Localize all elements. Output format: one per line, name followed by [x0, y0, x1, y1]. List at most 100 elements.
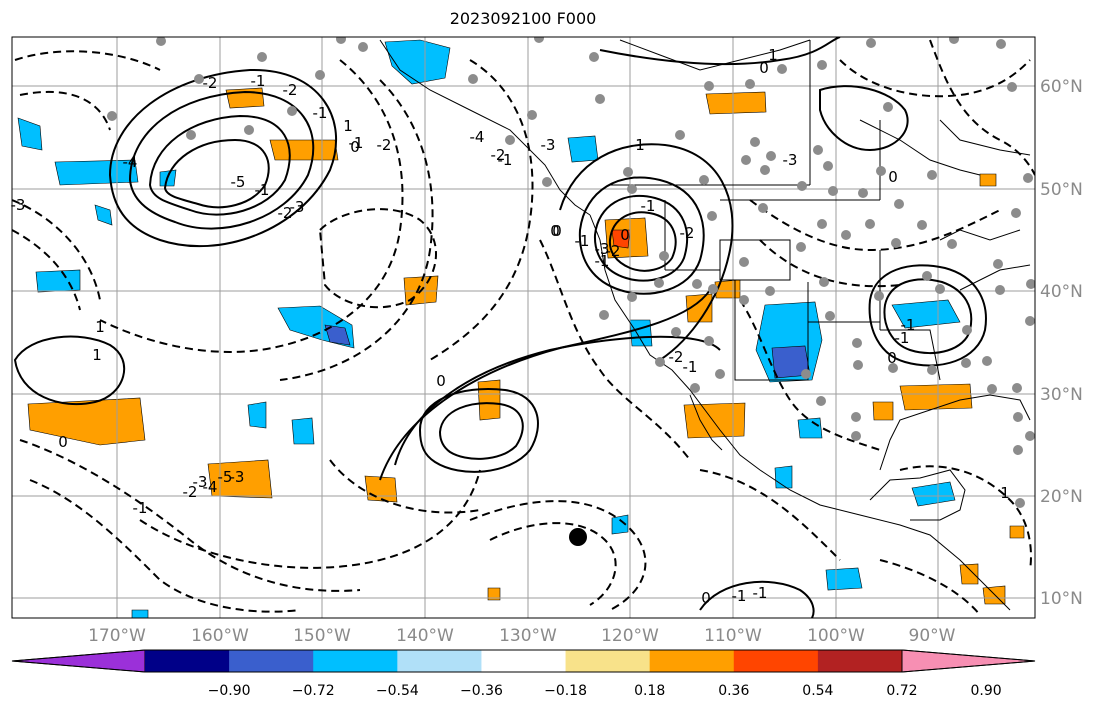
contour-label: 0 — [888, 168, 898, 186]
contour-label: 0 — [550, 222, 560, 240]
contour-label: -2 — [183, 483, 198, 501]
lat-label: 20°N — [1040, 487, 1083, 507]
contour-label: -1 — [683, 358, 698, 376]
lon-label: 130°W — [499, 626, 557, 646]
colorbar-segment — [649, 650, 735, 672]
contour-label: 1 — [1000, 484, 1010, 502]
contour-label: 0 — [620, 226, 630, 244]
contour-label: -3 — [11, 196, 26, 214]
lon-axis: 170°W 160°W 150°W 140°W 130°W 120°W 110°… — [88, 626, 956, 646]
contour-label: -1 — [901, 316, 916, 334]
colorbar-tick-label: −0.72 — [292, 683, 335, 699]
lat-label: 60°N — [1040, 77, 1083, 97]
shading-negative — [17, 39, 961, 618]
colorbar-segment — [313, 650, 398, 672]
contour-label: -1 — [313, 104, 328, 122]
lat-axis: 60°N 50°N 40°N 30°N 20°N 10°N — [1040, 77, 1083, 609]
contour-label: -4 — [123, 153, 138, 171]
colorbar-segment — [229, 650, 314, 672]
contour-label: 1 — [343, 117, 353, 135]
station-dots — [107, 37, 1035, 508]
contour-label: -3 — [193, 473, 208, 491]
colorbar-tick-label: −0.90 — [208, 683, 251, 699]
contour-label: -1 — [753, 584, 768, 602]
map-area — [12, 37, 1035, 618]
colorbar-ticks: −0.90 −0.72 −0.54 −0.36 −0.18 0.18 0.36 0.54 0.7… — [208, 683, 1002, 699]
contour-label: 1 — [92, 346, 102, 364]
lon-label: 170°W — [88, 626, 146, 646]
contour-label: -1 — [251, 72, 266, 90]
contour-label: -2 — [606, 242, 621, 260]
contour-label: -2 — [669, 348, 684, 366]
map-title: 2023092100 F000 — [449, 9, 597, 28]
contour-label: 0 — [58, 433, 68, 451]
lon-label: 120°W — [601, 626, 659, 646]
colorbar-tick-label: −0.18 — [544, 683, 587, 699]
colorbar-tick-label: −0.54 — [376, 683, 419, 699]
lat-label: 10°N — [1040, 589, 1083, 609]
contour-label: -2 — [278, 204, 293, 222]
contour-label: 1 — [95, 318, 105, 336]
contour-label: -5 — [231, 173, 246, 191]
colorbar-segment — [481, 650, 567, 672]
contour-label: -5 — [218, 468, 233, 486]
contour-label: 0 — [887, 349, 897, 367]
contour-label: -1 — [895, 329, 910, 347]
contour-label: -1 — [595, 252, 610, 270]
colorbar-segment — [733, 650, 819, 672]
center-marker — [569, 528, 587, 546]
lat-label: 30°N — [1040, 385, 1083, 405]
contour-label: -3 — [541, 136, 556, 154]
contour-label: 0 — [350, 138, 360, 156]
colorbar-tick-label: 0.18 — [634, 683, 665, 699]
contour-label: 0 — [701, 589, 711, 607]
colorbar-segment — [565, 650, 651, 672]
contour-label: -1 — [349, 134, 364, 152]
contour-label: -1 — [133, 499, 148, 517]
contour-label: -3 — [290, 198, 305, 216]
colorbar-outline — [11, 649, 1036, 673]
contour-label: 1 — [635, 136, 645, 154]
colorbar-tick-label: 0.90 — [971, 683, 1002, 699]
contour-label: -4 — [203, 478, 218, 496]
contour-label: -2 — [491, 146, 506, 164]
colorbar-tick-label: 0.36 — [718, 683, 749, 699]
colorbar-segment — [397, 650, 482, 672]
colorbar-extend-max — [901, 649, 1036, 673]
contour-label: -2 — [377, 136, 392, 154]
contour-label: -1 — [641, 197, 656, 215]
contour-label: 0 — [436, 372, 446, 390]
colorbar-tick-label: 0.54 — [802, 683, 833, 699]
contour-label: 0 — [552, 222, 562, 240]
contour-label: -1 — [255, 181, 270, 199]
contour-label: -3 — [595, 240, 610, 258]
contour-label: -2 — [203, 74, 218, 92]
contour-label: -1 — [732, 587, 747, 605]
lon-label: 140°W — [396, 626, 454, 646]
lon-label: 160°W — [191, 626, 249, 646]
contour-label: -4 — [470, 128, 485, 146]
colorbar-segment — [817, 650, 903, 672]
colorbar-tick-label: −0.36 — [460, 683, 503, 699]
contour-labels: -2 -1-3-4-5-2-101-4 -3-2-10-1-2-101-1-2-2-… — [11, 46, 1010, 607]
contour-label: -1 — [498, 151, 513, 169]
map-frame — [11, 36, 1036, 619]
colorbar-tick-label: 0.72 — [886, 683, 917, 699]
colorbar — [11, 649, 1036, 673]
contour-label: -3 — [230, 468, 245, 486]
contour-label: -2 — [680, 224, 695, 242]
contour-label: -3 — [783, 151, 798, 169]
lon-label: 110°W — [704, 626, 762, 646]
colorbar-extend-min — [11, 649, 146, 673]
colorbar-segment — [145, 650, 230, 672]
lat-label: 50°N — [1040, 180, 1083, 200]
lon-label: 100°W — [807, 626, 865, 646]
contour-label: 1 — [768, 46, 778, 64]
lat-label: 40°N — [1040, 282, 1083, 302]
contours-dashed — [12, 39, 1035, 616]
contours-solid — [13, 37, 987, 618]
lon-label: 150°W — [293, 626, 351, 646]
contour-label: 0 — [759, 59, 769, 77]
lon-label: 90°W — [909, 626, 956, 646]
